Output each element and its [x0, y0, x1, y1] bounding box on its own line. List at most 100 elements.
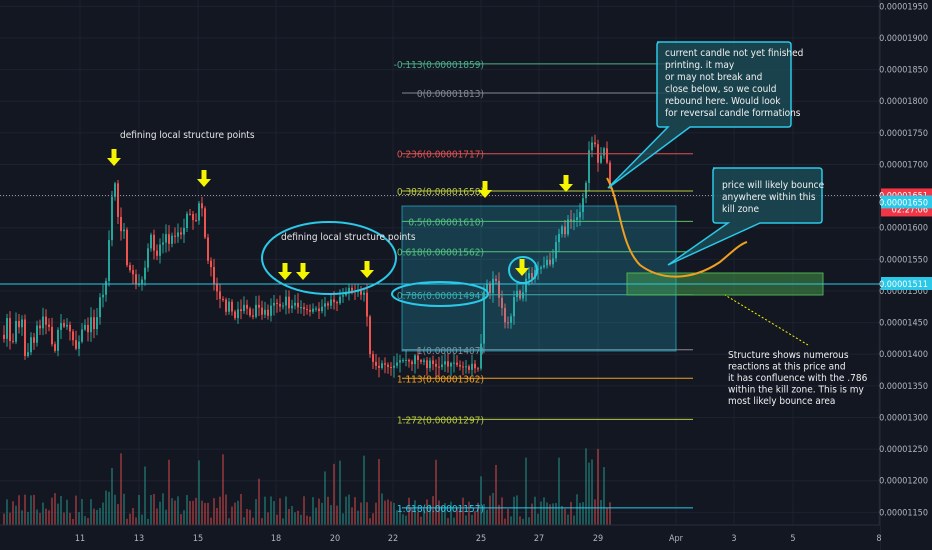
volume-bar: [510, 516, 512, 525]
arrow-shape: [197, 170, 211, 187]
volume-bar: [252, 517, 254, 525]
candle-body: [168, 234, 170, 244]
note-text: most likely bounce area: [728, 396, 835, 407]
price-tick-label: 0.00001400: [879, 350, 928, 360]
fib-label: 0(0.00001813): [417, 89, 484, 100]
volume-bar: [489, 495, 491, 525]
volume-bar: [600, 499, 602, 525]
volume-bar: [276, 514, 278, 525]
volume-bar: [576, 494, 578, 525]
candle-body: [333, 299, 335, 303]
time-axis[interactable]: 11 13 15 18 20 22 25 27 29 Apr 3 5 8: [0, 524, 882, 550]
volume-bar: [363, 455, 365, 525]
volume-bar: [486, 509, 488, 525]
volume-bar: [318, 498, 320, 525]
volume-bar: [42, 502, 44, 525]
volume-bar: [216, 507, 218, 525]
candle-body: [528, 273, 530, 279]
candle-body: [123, 229, 125, 232]
candle-body: [147, 248, 149, 268]
yellow-arrow-icon: [278, 263, 292, 280]
price-axis[interactable]: 0.00001950 0.00001900 0.00001850 0.00001800…: [879, 0, 932, 550]
candle-body: [282, 305, 284, 307]
arrow-shape: [107, 149, 121, 166]
volume-bar: [129, 513, 131, 525]
fib-label: 1.272(0.00001297): [397, 415, 484, 426]
candle-body: [429, 360, 431, 369]
candle-body: [153, 234, 155, 251]
volume-bar: [603, 467, 605, 525]
candle-body: [78, 341, 80, 349]
volume-bar: [243, 517, 245, 525]
structure-label: defining local structure points: [120, 130, 255, 141]
candle-body: [57, 329, 59, 351]
candle-body: [399, 360, 401, 363]
candle-body: [24, 319, 26, 357]
volume-bar: [507, 508, 509, 525]
volume-bar: [189, 500, 191, 525]
volume-bar: [435, 459, 437, 525]
candle-body: [261, 307, 263, 315]
volume-bar: [582, 502, 584, 525]
candle-body: [114, 183, 116, 197]
candle-body: [69, 324, 71, 332]
candle-body: [480, 343, 482, 369]
volume-bar: [219, 496, 221, 525]
candle-body: [393, 365, 395, 368]
volume-bar: [573, 515, 575, 525]
volume-bar: [411, 507, 413, 525]
volume-bar: [30, 495, 32, 525]
volume-bar: [330, 505, 332, 525]
time-tick-label: 27: [534, 534, 544, 544]
candle-body: [225, 299, 227, 312]
volume-bar: [258, 478, 260, 525]
volume-bar: [528, 517, 530, 525]
candle-body: [570, 219, 572, 222]
volume-bar: [144, 466, 146, 525]
candle-body: [300, 307, 302, 309]
volume-bar: [429, 504, 431, 525]
candle-body: [219, 291, 221, 299]
candle-body: [522, 292, 524, 299]
candle-body: [189, 213, 191, 215]
candle-body: [87, 324, 89, 333]
candle-body: [81, 329, 83, 342]
candle-body: [324, 303, 326, 307]
volume-bar: [594, 499, 596, 525]
callout-candle: [607, 41, 792, 189]
volume-bar: [264, 496, 266, 525]
candle-body: [141, 279, 143, 285]
candle-body: [594, 142, 596, 145]
note-text: Structure shows numerous: [728, 350, 849, 361]
candle-body: [531, 273, 533, 279]
volume-bar: [234, 502, 236, 525]
volume-bar: [123, 493, 125, 525]
structure-label: defining local structure points: [281, 232, 416, 243]
candle-body: [348, 287, 350, 293]
candle-body: [129, 265, 131, 271]
price-tick-label: 0.00001150: [879, 508, 928, 518]
candle-body: [327, 303, 329, 306]
candle-body: [486, 283, 488, 292]
volume-bar: [405, 515, 407, 525]
callout-bounce: [667, 167, 823, 266]
candle-body: [435, 363, 437, 367]
volume-bar: [441, 506, 443, 525]
price-badge-label: 0.00001511: [879, 280, 928, 290]
volume-bar: [300, 514, 302, 525]
candle-body: [138, 284, 140, 286]
candle-body: [387, 364, 389, 367]
time-axis-bg: [0, 525, 880, 550]
volume-bar: [324, 471, 326, 525]
price-badge: [881, 277, 932, 291]
candle-body: [312, 308, 314, 312]
volume-bar: [117, 504, 119, 525]
callout-candle-text: printing. it may: [665, 60, 735, 71]
candle-body: [603, 148, 605, 156]
candle-body: [462, 366, 464, 368]
volume-bar: [438, 500, 440, 525]
volume-bar: [45, 508, 47, 525]
candle-body: [12, 340, 14, 342]
candle-body: [390, 366, 392, 368]
